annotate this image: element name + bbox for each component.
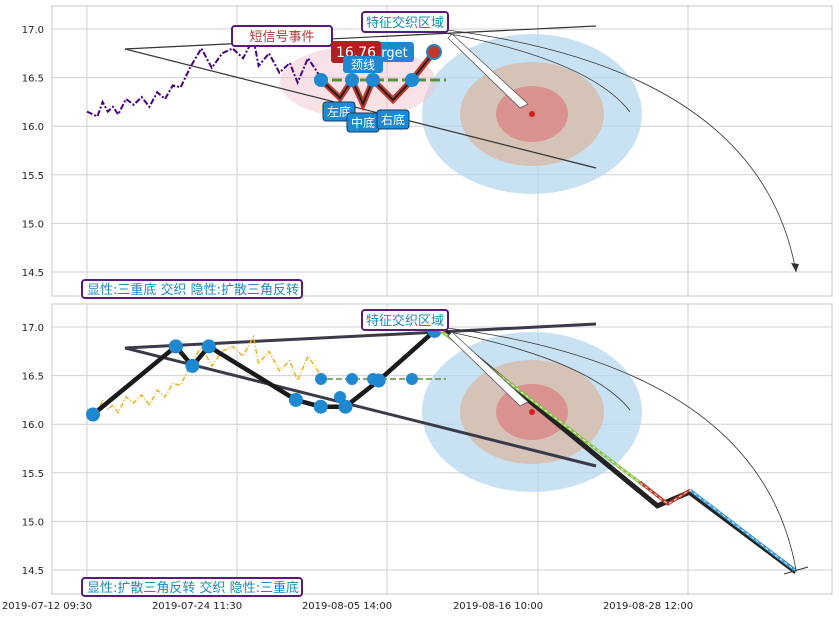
y-tick-label: 17.0 [22,323,44,334]
bottom-triple-bottom-nodes [315,373,418,403]
top-arc-small [444,32,631,113]
top-price-line [86,35,325,118]
y-tick-labels: 17.0 16.5 16.0 15.5 15.0 14.5 17.0 16.5 16.0 15.5… [22,25,44,577]
label-feature-zone-top: 特征交织区域 [361,11,449,33]
projection-dash [439,329,797,572]
bottom-pattern-node [86,407,100,422]
y-tick-label: 16.5 [22,372,44,383]
bottom-pattern-node [168,339,183,354]
bottom-pattern-node [201,339,216,354]
bottom-pattern-node [338,399,353,414]
zone-center [529,111,535,117]
bottom-node [334,391,346,403]
middle-bottom-text: 中底 [351,115,375,130]
bottom-price-line [86,334,325,416]
short-signal-text: 短信号事件 [249,30,314,45]
top-arc-arrowhead [791,263,799,272]
y-tick-label: 14.5 [22,268,44,279]
y-tick-label: 14.5 [22,566,44,577]
bottom-arc-large [446,327,797,571]
top-arc-large [446,29,797,273]
bottom-lower-trendline [124,346,597,468]
bottom-caption-text: 显性:扩散三角反转 交织 隐性:三重底 [87,580,299,596]
label-right-bottom: 右底 [376,109,410,130]
label-middle-bottom: 中底 [346,112,380,133]
label-feature-zone-bottom: 特征交织区域 [361,309,449,331]
label-short-signal: 短信号事件 [231,25,333,47]
bottom-pattern-node [288,392,303,407]
bottom-arc-small [444,330,631,411]
top-node [405,73,419,87]
bottom-pattern-node [185,358,200,373]
top-node [345,73,359,87]
y-tick-label: 15.0 [22,219,44,230]
bottom-node [346,373,358,385]
feature-zone-top-arrow [447,33,529,109]
right-bottom-text: 右底 [381,112,405,127]
feature-zone-bottom-arrow [447,331,529,407]
zone-center [529,409,535,415]
x-tick-labels: 2019-07-12 09:30 2019-07-24 11:30 2019-08-… [2,601,693,612]
bottom-node [315,373,327,385]
neckline-text: 颈线 [351,58,375,72]
x-tick-label: 2019-07-24 11:30 [152,601,242,612]
feature-zone-top-text: 特征交织区域 [366,15,444,31]
bottom-target-zone [422,332,642,492]
feature-zone-bottom-text: 特征交织区域 [366,313,444,329]
top-node [366,73,380,87]
top-upper-trendline [124,25,597,50]
bottom-caption: 显性:扩散三角反转 交织 隐性:三重底 [81,577,303,597]
left-bottom-text: 左底 [327,104,351,119]
label-neckline: 颈线 [343,56,383,73]
projection-segment-red [639,480,691,506]
bottom-pattern-node [313,399,328,414]
y-tick-label: 16.0 [22,122,44,133]
projection-endcap [783,566,809,575]
x-tick-label: 2019-08-16 10:00 [453,601,543,612]
x-tick-label: 2019-07-12 09:30 [2,601,92,612]
y-tick-label: 15.5 [22,469,44,480]
top-target-zone [422,34,642,194]
y-tick-label: 16.0 [22,420,44,431]
bottom-node [367,373,379,385]
y-tick-label: 15.5 [22,171,44,182]
top-caption-text: 显性:三重底 交织 隐性:扩散三角反转 [87,282,299,298]
y-tick-label: 17.0 [22,25,44,36]
x-tick-label: 2019-08-05 14:00 [302,601,392,612]
top-node-target [426,44,442,60]
top-node [314,73,328,87]
x-tick-label: 2019-08-28 12:00 [603,601,693,612]
top-pattern-nodes [314,44,442,87]
y-tick-label: 15.0 [22,517,44,528]
top-lower-trendline [124,48,597,169]
top-caption: 显性:三重底 交织 隐性:扩散三角反转 [81,279,303,299]
y-tick-label: 16.5 [22,74,44,85]
bottom-node [406,373,418,385]
